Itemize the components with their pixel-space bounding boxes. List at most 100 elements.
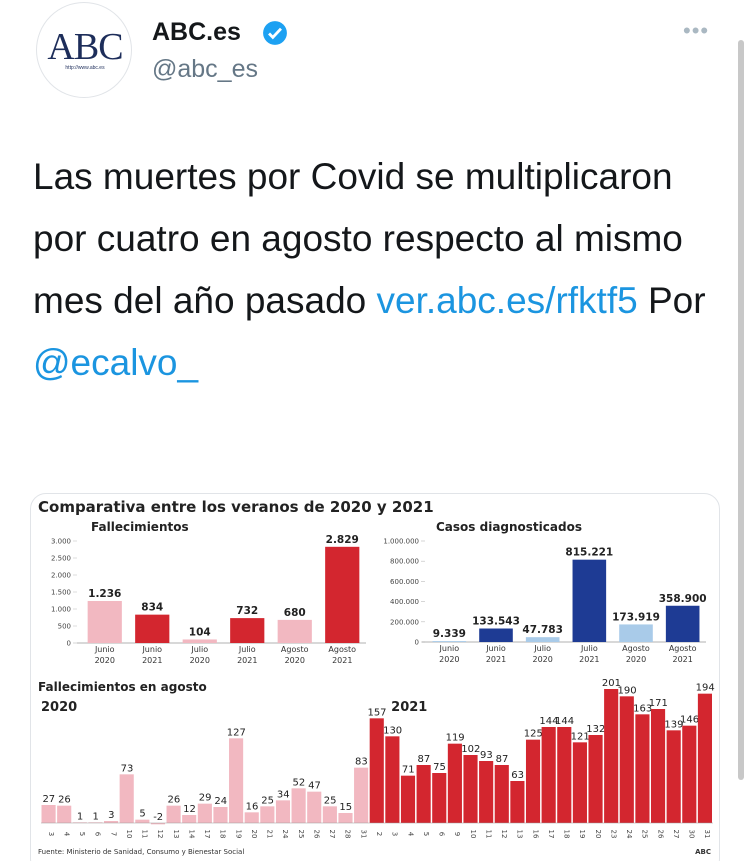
tweet-image[interactable]: Comparativa entre los veranos de 2020 y … [30, 493, 720, 861]
bar [322, 806, 337, 823]
text: Las muertes por Covid se multiplicaron p… [33, 156, 683, 321]
x-tick-label: Junio 2021 [485, 644, 506, 664]
x-tick-label: 3 [391, 832, 399, 836]
value-label: 1 [93, 811, 99, 822]
bar [572, 742, 587, 823]
bar [650, 709, 666, 823]
value-label: 83 [355, 757, 368, 768]
bar [525, 739, 541, 823]
bar [291, 788, 306, 823]
x-tick-label: 26 [312, 830, 320, 839]
bar [604, 689, 619, 823]
value-label: 680 [284, 607, 306, 619]
bar [463, 755, 478, 823]
value-label: 127 [227, 727, 246, 738]
x-tick-label: 6 [438, 832, 446, 837]
y-tick-label: 0 [415, 639, 419, 647]
value-label: 27 [42, 794, 55, 805]
value-label: 144 [555, 716, 574, 727]
bar [572, 559, 607, 642]
value-label: -2 [153, 812, 163, 823]
y-tick-label: 800.000 [390, 558, 419, 566]
value-label: 163 [633, 703, 652, 714]
bar [307, 791, 322, 823]
x-tick-label: 3 [47, 832, 55, 836]
chart-subtitle: Casos diagnosticados [436, 520, 582, 534]
value-label: 171 [649, 698, 668, 709]
x-tick-label: 30 [688, 830, 696, 839]
account-handle[interactable]: @abc_es [152, 55, 258, 83]
avatar[interactable]: ABC http://www.abc.es [36, 2, 132, 98]
bar [697, 693, 712, 823]
x-tick-label: 16 [531, 830, 539, 839]
value-label: 133.543 [472, 616, 520, 628]
bar [432, 641, 467, 642]
value-label: 157 [367, 707, 386, 718]
value-label: 732 [236, 605, 258, 617]
bar [525, 637, 560, 642]
bar [166, 805, 181, 823]
tweet-text: Las muertes por Covid se multiplicaron p… [33, 146, 713, 394]
credit: ABC [695, 848, 711, 856]
x-tick-label: Julio 2020 [190, 645, 210, 665]
bar [88, 822, 103, 823]
link[interactable]: ver.abc.es/rfktf5 [376, 280, 638, 321]
series-label: 2021 [391, 700, 427, 715]
x-tick-label: Agosto 2021 [669, 644, 697, 664]
bar [230, 618, 265, 643]
bar [213, 807, 228, 823]
value-label: 173.919 [612, 611, 660, 623]
infographic: Comparativa entre los veranos de 2020 y … [38, 498, 715, 856]
x-tick-label: 24 [625, 830, 633, 839]
figure-title: Comparativa entre los veranos de 2020 y … [38, 498, 434, 516]
y-tick-label: 200.000 [390, 618, 419, 626]
x-tick-label: 9 [453, 832, 461, 836]
value-label: 1.236 [88, 588, 121, 600]
bar [119, 774, 134, 823]
x-tick-label: 25 [641, 830, 649, 839]
source: Fuente: Ministerio de Sanidad, Consumo y… [38, 848, 244, 856]
bar [666, 730, 681, 823]
bar [432, 773, 447, 823]
more-button[interactable]: ••• [683, 18, 710, 43]
x-tick-label: 4 [406, 832, 414, 837]
x-tick-label: Agosto 2020 [622, 644, 650, 664]
x-tick-label: 18 [219, 830, 227, 839]
value-label: 26 [167, 795, 180, 806]
x-tick-label: Junio 2020 [439, 644, 460, 664]
bar [494, 765, 509, 823]
value-label: 5 [139, 809, 145, 820]
bar [354, 767, 369, 823]
x-tick-label: 20 [594, 830, 602, 839]
value-label: 26 [58, 795, 71, 806]
value-label: 130 [383, 725, 402, 736]
bar [541, 727, 556, 823]
x-tick-label: 10 [469, 830, 477, 839]
bar [416, 765, 431, 823]
value-label: 358.900 [659, 593, 707, 605]
bar [338, 813, 353, 823]
series-label: 2020 [41, 700, 77, 715]
account-name[interactable]: ABC.es [152, 18, 241, 46]
value-label: 132 [586, 724, 605, 735]
value-label: 15 [339, 802, 352, 813]
bar [682, 725, 697, 823]
value-label: 12 [183, 804, 196, 815]
x-tick-label: 26 [656, 830, 664, 839]
x-tick-label: 20 [250, 830, 258, 839]
value-label: 144 [539, 716, 558, 727]
bar [197, 803, 212, 823]
chart-subtitle: Fallecimientos [91, 520, 189, 534]
value-label: 47.783 [522, 624, 563, 636]
x-tick-label: 17 [203, 830, 211, 839]
bar [447, 743, 462, 823]
mention[interactable]: @ecalvo_ [33, 342, 199, 383]
bar [182, 639, 217, 643]
x-tick-label: 7 [109, 832, 117, 836]
bar [135, 819, 150, 823]
avatar-logo: ABC [47, 26, 123, 68]
y-tick-label: 3.000 [51, 538, 71, 546]
bar [557, 727, 572, 823]
bar [400, 775, 416, 823]
bar [244, 812, 259, 823]
